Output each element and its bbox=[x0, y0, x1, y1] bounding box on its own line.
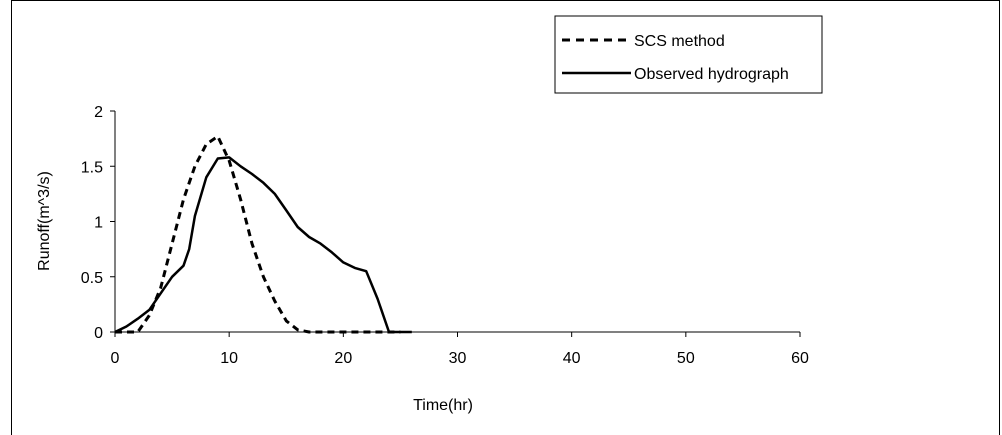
axes: 0 10 20 30 40 50 60 0 0.5 1 1.5 2 bbox=[81, 104, 809, 367]
y-tick-label: 0.5 bbox=[81, 270, 103, 287]
x-tick-label: 20 bbox=[334, 350, 352, 367]
series-line-scs-method bbox=[115, 134, 401, 334]
series-layer bbox=[114, 134, 412, 334]
chart-area bbox=[11, 0, 1000, 435]
legend-label-scs: SCS method bbox=[634, 33, 725, 50]
y-tick-label: 0 bbox=[94, 325, 103, 342]
y-ticks: 0 0.5 1 1.5 2 bbox=[81, 104, 115, 342]
x-tick-label: 0 bbox=[111, 350, 120, 367]
x-tick-label: 40 bbox=[563, 350, 581, 367]
y-axis-title: Runoff(m^3/s) bbox=[36, 171, 53, 271]
series-line-observed-hydrograph bbox=[114, 156, 412, 334]
x-axis-title: Time(hr) bbox=[413, 397, 473, 414]
x-tick-label: 30 bbox=[449, 350, 467, 367]
x-tick-label: 50 bbox=[677, 350, 695, 367]
y-tick-label: 2 bbox=[94, 104, 103, 121]
x-tick-label: 60 bbox=[791, 350, 809, 367]
legend-label-observed: Observed hydrograph bbox=[634, 66, 789, 83]
legend-box bbox=[554, 15, 823, 94]
legend: SCS method Observed hydrograph bbox=[554, 15, 823, 94]
y-tick-label: 1 bbox=[94, 215, 103, 232]
x-tick-label: 10 bbox=[220, 350, 238, 367]
x-ticks: 0 10 20 30 40 50 60 bbox=[111, 332, 809, 367]
y-tick-label: 1.5 bbox=[81, 159, 103, 176]
